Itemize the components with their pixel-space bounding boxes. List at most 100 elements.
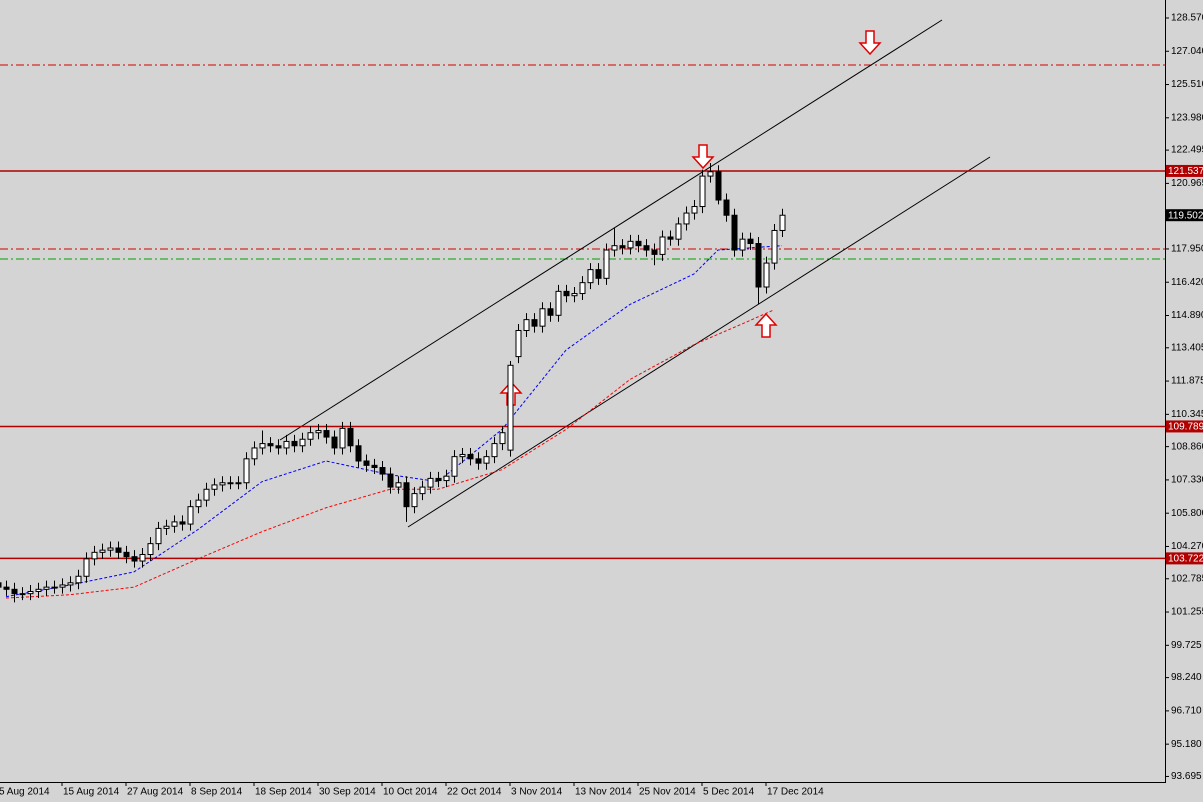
candle-body <box>163 525 170 529</box>
arrows <box>499 30 882 406</box>
candle-body <box>107 547 114 551</box>
candle-body <box>779 214 786 231</box>
candle-body <box>323 430 330 438</box>
candle-body <box>147 543 154 556</box>
last-price-label: 119.502 <box>1168 210 1203 221</box>
x-tick-label: 22 Oct 2014 <box>447 787 502 798</box>
candle-body <box>547 308 554 316</box>
candle-body <box>35 588 42 592</box>
candle-body <box>275 445 282 449</box>
candle-body <box>675 223 682 240</box>
y-tick-label: 101.255 <box>1171 607 1203 618</box>
candle-body <box>571 293 578 297</box>
candle-body <box>619 245 626 249</box>
candle-body <box>299 438 306 447</box>
y-tick-label: 107.330 <box>1171 475 1203 486</box>
candle-body <box>531 319 538 327</box>
candle-body <box>243 458 250 484</box>
y-tick-label: 102.785 <box>1171 573 1203 584</box>
x-tick-label: 10 Oct 2014 <box>383 787 438 798</box>
level-box <box>1166 420 1203 433</box>
x-tick-label: 17 Dec 2014 <box>767 787 824 798</box>
y-tick-label: 99.725 <box>1171 640 1202 651</box>
last-price-box <box>1166 209 1203 222</box>
candle-body <box>59 584 66 588</box>
level-label: 121.537 <box>1168 166 1203 177</box>
candle-body <box>387 473 394 488</box>
candle-body <box>283 440 290 449</box>
candle-body <box>451 456 458 477</box>
y-tick-label: 122.495 <box>1171 145 1203 156</box>
candle-body <box>259 443 266 449</box>
candle-body <box>603 249 610 279</box>
candle-body <box>523 319 530 332</box>
candle-body <box>427 477 434 488</box>
candle-body <box>131 556 138 562</box>
level-box <box>1166 164 1203 177</box>
candle-body <box>659 236 666 255</box>
candle-body <box>691 206 698 214</box>
candle-body <box>563 290 570 297</box>
candle-body <box>771 229 778 264</box>
y-tick-label: 95.180 <box>1171 739 1202 750</box>
y-tick-label: 96.710 <box>1171 706 1202 717</box>
y-tick-label: 117.950 <box>1171 244 1203 255</box>
candle-body <box>291 440 298 447</box>
candle-body <box>19 593 26 596</box>
candle-body <box>587 269 594 284</box>
candle-body <box>43 586 50 590</box>
candle-body <box>179 521 186 525</box>
candle-body <box>155 527 162 545</box>
candle-body <box>643 245 650 251</box>
candle-body <box>395 482 402 488</box>
candle-body <box>115 547 122 553</box>
y-tick-label: 113.405 <box>1171 342 1203 353</box>
candle-body <box>315 430 322 434</box>
candle-body <box>187 506 194 525</box>
candle-body <box>763 262 770 288</box>
candle-body <box>651 249 658 255</box>
candle-body <box>483 456 490 464</box>
x-tick-label: 8 Sep 2014 <box>191 787 243 798</box>
candle-body <box>347 427 354 447</box>
y-tick-label: 114.890 <box>1171 310 1203 321</box>
y-tick-label: 116.420 <box>1171 277 1203 288</box>
x-tick-label: 5 Dec 2014 <box>703 787 755 798</box>
candle-body <box>339 427 346 449</box>
candle-body <box>491 443 498 458</box>
candle-body <box>3 586 10 590</box>
level-label: 103.722 <box>1168 554 1203 565</box>
candle-body <box>211 484 218 490</box>
candle-body <box>91 551 98 560</box>
candle-body <box>627 240 634 249</box>
candle-body <box>747 238 754 245</box>
candle-body <box>667 236 674 240</box>
level-box <box>1166 552 1203 565</box>
candle-body <box>363 460 370 466</box>
candle-body <box>507 364 514 451</box>
candle-body <box>307 432 314 440</box>
candle-body <box>51 586 58 589</box>
plot <box>0 163 1165 603</box>
y-tick-label: 104.270 <box>1171 541 1203 552</box>
y-tick-label: 128.570 <box>1171 13 1203 24</box>
candle-body <box>195 499 202 508</box>
candle-body <box>635 240 642 247</box>
candle-body <box>203 488 210 501</box>
x-tick-label: 27 Aug 2014 <box>127 787 184 798</box>
x-tick-label: 13 Nov 2014 <box>575 787 632 798</box>
candle-body <box>139 554 146 562</box>
candle-body <box>171 521 178 527</box>
x-tick-label: 15 Aug 2014 <box>63 787 120 798</box>
x-tick-label: 18 Sep 2014 <box>255 787 312 798</box>
y-tick-label: 127.040 <box>1171 46 1203 57</box>
y-tick-label: 108.860 <box>1171 441 1203 452</box>
candle-body <box>419 486 426 495</box>
candle-body <box>331 436 338 449</box>
x-tick-label: 25 Nov 2014 <box>639 787 696 798</box>
candle-body <box>235 482 242 485</box>
candle-body <box>435 477 442 482</box>
candle-body <box>755 243 762 288</box>
upper-trendline <box>279 19 943 441</box>
